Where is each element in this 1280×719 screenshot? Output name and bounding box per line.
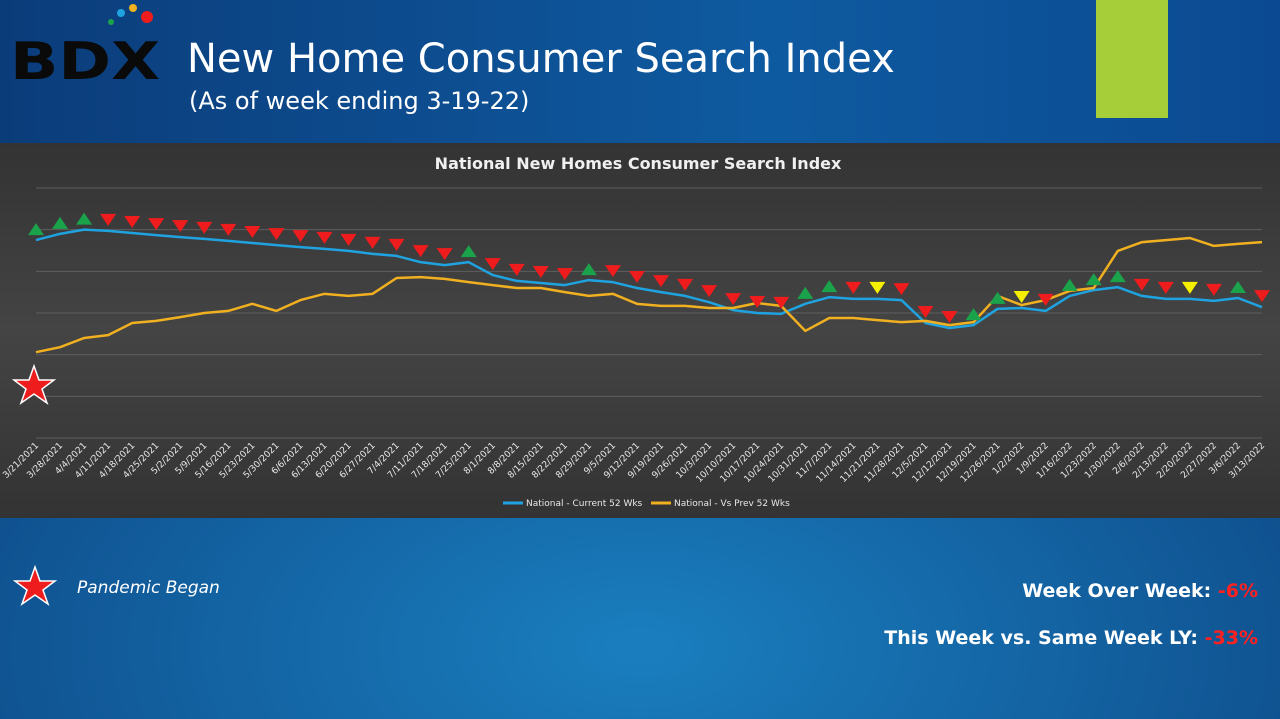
stat-line: This Week vs. Same Week LY: -33% xyxy=(884,627,1258,649)
change-marker xyxy=(628,271,645,283)
change-marker xyxy=(196,221,213,234)
stat-line: Week Over Week: -6% xyxy=(1022,580,1258,602)
change-marker xyxy=(436,248,453,261)
change-marker xyxy=(821,280,838,293)
change-marker xyxy=(1229,281,1246,293)
change-marker xyxy=(1109,270,1126,283)
change-marker xyxy=(28,223,44,236)
change-marker xyxy=(220,223,237,236)
change-marker xyxy=(701,285,718,298)
change-marker xyxy=(845,281,862,294)
legend-label: National - Current 52 Wks xyxy=(526,499,643,509)
change-marker xyxy=(340,233,357,246)
change-marker xyxy=(989,291,1006,304)
change-marker xyxy=(484,258,501,271)
change-marker xyxy=(100,213,117,226)
change-marker xyxy=(532,266,549,278)
change-marker xyxy=(124,216,141,228)
chart-panel xyxy=(0,143,1280,518)
accent-block xyxy=(1096,0,1168,118)
logo-dot xyxy=(129,4,137,12)
change-marker xyxy=(893,283,910,296)
change-marker xyxy=(556,268,573,281)
change-marker xyxy=(364,236,381,249)
change-marker xyxy=(1254,290,1270,303)
change-marker xyxy=(869,281,886,294)
change-marker xyxy=(725,293,742,306)
change-marker xyxy=(1061,278,1078,291)
slide-title: New Home Consumer Search Index xyxy=(187,36,895,82)
change-marker xyxy=(1157,281,1174,294)
change-marker xyxy=(76,212,93,225)
change-marker xyxy=(941,311,958,323)
change-marker xyxy=(749,296,766,308)
legend-label: National - Vs Prev 52 Wks xyxy=(674,499,790,509)
change-marker xyxy=(292,230,309,243)
logo-dot xyxy=(117,9,125,17)
series-line xyxy=(35,236,1263,354)
chart-title: National New Homes Consumer Search Index xyxy=(435,154,842,173)
change-marker xyxy=(1181,281,1198,294)
change-marker xyxy=(316,231,333,244)
change-marker xyxy=(604,265,621,278)
pandemic-note: Pandemic Began xyxy=(77,578,220,598)
change-marker xyxy=(677,278,694,291)
logo-dot xyxy=(141,11,153,23)
change-marker xyxy=(773,296,790,309)
change-marker xyxy=(1013,291,1030,303)
slide-subtitle: (As of week ending 3-19-22) xyxy=(189,87,529,115)
change-marker xyxy=(1205,283,1222,296)
change-marker xyxy=(1133,278,1150,291)
change-marker xyxy=(965,308,982,321)
logo-dot xyxy=(108,19,114,25)
change-marker xyxy=(580,263,597,276)
stat-value: -6% xyxy=(1218,580,1258,602)
stat-label: This Week vs. Same Week LY: xyxy=(884,627,1198,649)
change-marker xyxy=(412,245,429,258)
logo: BDX xyxy=(10,4,160,92)
legend-star xyxy=(12,564,58,606)
change-marker xyxy=(268,228,285,241)
stat-value: -33% xyxy=(1205,627,1258,649)
change-marker xyxy=(1037,293,1054,306)
stat-label: Week Over Week: xyxy=(1022,580,1211,602)
logo-text: BDX xyxy=(10,32,160,92)
change-marker xyxy=(1085,273,1102,286)
change-marker xyxy=(653,275,670,288)
change-marker xyxy=(388,238,405,251)
header xyxy=(0,0,1280,143)
change-marker xyxy=(172,220,189,233)
change-marker xyxy=(797,286,814,299)
change-marker xyxy=(244,226,261,238)
change-marker xyxy=(508,263,525,276)
change-marker xyxy=(917,306,934,318)
series-line xyxy=(35,228,1263,330)
pandemic-star xyxy=(11,363,57,405)
change-marker xyxy=(148,218,165,231)
change-marker xyxy=(52,216,69,229)
change-marker xyxy=(460,245,477,258)
